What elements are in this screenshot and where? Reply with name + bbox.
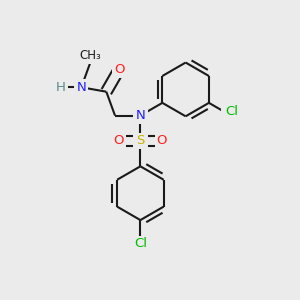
Text: O: O xyxy=(114,63,124,76)
FancyBboxPatch shape xyxy=(133,133,148,149)
Text: S: S xyxy=(136,134,145,147)
Text: O: O xyxy=(157,134,167,147)
Text: N: N xyxy=(76,81,86,94)
FancyBboxPatch shape xyxy=(155,133,169,149)
FancyBboxPatch shape xyxy=(112,133,126,149)
FancyBboxPatch shape xyxy=(74,79,88,95)
Text: CH₃: CH₃ xyxy=(79,50,101,62)
FancyBboxPatch shape xyxy=(129,236,152,252)
Text: N: N xyxy=(136,109,145,122)
FancyBboxPatch shape xyxy=(133,107,148,124)
FancyBboxPatch shape xyxy=(112,61,126,78)
Text: Cl: Cl xyxy=(134,238,147,250)
Text: H: H xyxy=(56,81,65,94)
FancyBboxPatch shape xyxy=(53,79,68,95)
Text: O: O xyxy=(114,134,124,147)
Text: Cl: Cl xyxy=(225,105,239,118)
FancyBboxPatch shape xyxy=(220,103,243,120)
FancyBboxPatch shape xyxy=(74,48,106,64)
